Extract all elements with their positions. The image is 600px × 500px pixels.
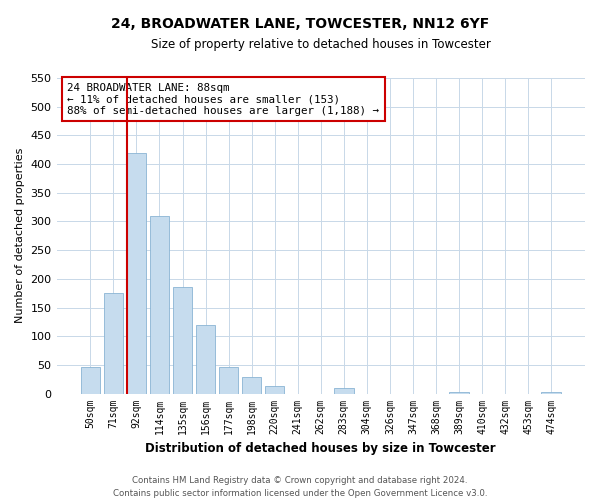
Bar: [80, 366, 100, 394]
Bar: [196, 324, 215, 394]
Bar: [265, 386, 284, 394]
Text: 24 BROADWATER LANE: 88sqm
← 11% of detached houses are smaller (153)
88% of semi: 24 BROADWATER LANE: 88sqm ← 11% of detac…: [67, 83, 379, 116]
Text: 24, BROADWATER LANE, TOWCESTER, NN12 6YF: 24, BROADWATER LANE, TOWCESTER, NN12 6YF: [111, 18, 489, 32]
Bar: [173, 288, 193, 394]
Bar: [334, 388, 353, 394]
Bar: [449, 392, 469, 394]
Bar: [219, 366, 238, 394]
Title: Size of property relative to detached houses in Towcester: Size of property relative to detached ho…: [151, 38, 491, 51]
Bar: [541, 392, 561, 394]
Text: Contains HM Land Registry data © Crown copyright and database right 2024.
Contai: Contains HM Land Registry data © Crown c…: [113, 476, 487, 498]
Bar: [127, 152, 146, 394]
Bar: [149, 216, 169, 394]
Bar: [104, 293, 123, 394]
Y-axis label: Number of detached properties: Number of detached properties: [15, 148, 25, 324]
X-axis label: Distribution of detached houses by size in Towcester: Distribution of detached houses by size …: [145, 442, 496, 455]
Bar: [242, 378, 262, 394]
